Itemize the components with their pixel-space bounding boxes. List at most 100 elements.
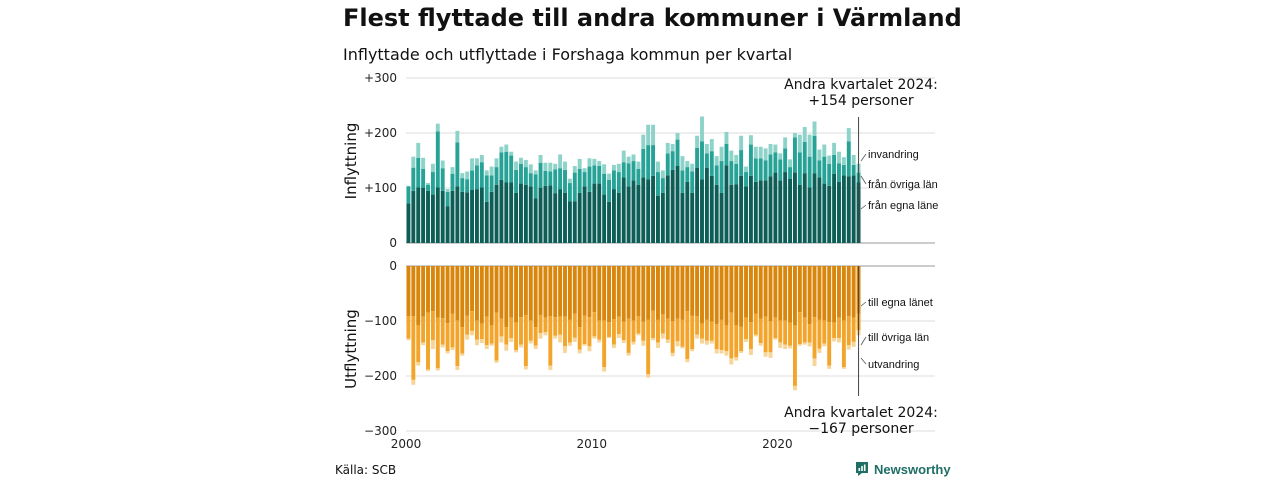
bar-in-invandring [572,166,577,173]
bar-out-ovriga [704,319,709,341]
bar-in-invandring [763,148,768,161]
bar-in-ovriga [744,172,748,187]
bar-in-invandring [729,150,734,162]
bar-out-egna [724,266,729,326]
bar-out-utvandring [489,343,494,346]
bar-in-invandring [563,161,567,170]
bar-out-egna [528,266,533,321]
bar-out-egna [621,266,626,322]
bar-out-utvandring [572,337,577,342]
bar-in-egna [792,172,797,243]
bar-out-ovriga [533,327,538,346]
bar-in-ovriga [514,169,519,193]
bar-out-egna [558,266,563,317]
bar-in-ovriga [670,151,675,170]
bar-out-utvandring [719,350,724,354]
bar-out-utvandring [435,368,440,371]
bar-in-ovriga [822,156,827,184]
bar-in-invandring [734,155,739,164]
bar-out-ovriga [788,322,793,346]
bar-out-utvandring [445,351,450,354]
bar-in-ovriga [616,172,621,193]
bar-out-ovriga [714,324,719,350]
bar-out-utvandring [724,351,729,356]
bar-out-utvandring [558,334,563,343]
bar-out-egna [739,266,744,327]
bar-out-ovriga [611,319,616,345]
bar-in-ovriga [631,161,636,181]
bar-in-ovriga [719,161,724,193]
bar-out-utvandring [430,340,435,350]
bar-in-egna [572,201,577,243]
bar-in-invandring [474,158,479,166]
bar-in-ovriga [709,151,714,176]
bar-in-egna [651,175,656,243]
bar-in-ovriga [827,163,832,186]
bar-out-egna [533,266,538,328]
bar-out-egna [499,266,504,319]
bar-out-egna [837,266,841,318]
bar-out-utvandring [474,339,479,346]
bar-out-egna [631,266,636,321]
label-fran-ovriga-lan-leader [860,175,867,185]
bar-in-invandring [499,146,504,153]
bar-in-ovriga [528,173,533,187]
bar-in-invandring [797,134,802,153]
bar-in-egna [783,172,788,243]
bar-in-egna [558,189,563,243]
bar-out-ovriga [597,320,602,340]
bar-in-egna [778,180,783,243]
bar-in-ovriga [533,174,538,199]
bar-out-egna [656,266,660,320]
bar-out-utvandring [802,342,807,345]
bar-in-invandring [704,144,709,154]
bar-out-ovriga [607,322,611,337]
bar-out-ovriga [450,313,455,348]
bar-in-egna [788,178,793,243]
bar-in-egna [465,192,470,243]
bar-in-egna [827,185,832,243]
bar-out-ovriga [792,325,797,386]
bar-in-invandring [421,157,426,169]
bar-in-ovriga [802,141,807,174]
bar-out-egna [802,266,807,318]
bar-in-ovriga [548,171,553,186]
y-axis-label-in: Inflyttning [342,123,360,200]
bar-in-ovriga [484,175,489,202]
bar-out-utvandring [455,366,460,370]
bar-in-egna [455,186,460,243]
bar-out-utvandring [680,346,685,349]
bar-out-utvandring [665,339,670,343]
bar-out-egna [783,266,788,321]
bar-out-utvandring [675,341,680,347]
bar-out-utvandring [440,344,445,348]
bar-out-ovriga [499,318,504,337]
bar-out-ovriga [700,323,704,339]
source-note: Källa: SCB [335,463,397,477]
bar-out-egna [748,266,753,323]
bar-out-utvandring [631,341,636,345]
bar-out-ovriga [851,317,856,342]
bar-in-ovriga [406,186,411,204]
bar-out-utvandring [641,340,646,346]
bar-in-ovriga [592,165,597,184]
bar-out-ovriga [695,316,700,335]
bar-out-ovriga [817,319,822,349]
bar-out-utvandring [690,349,695,352]
bar-in-egna [812,173,817,243]
bar-out-ovriga [406,316,411,339]
bar-out-utvandring [837,338,841,343]
bar-in-ovriga [440,168,445,191]
bar-out-ovriga [846,316,851,346]
bar-out-ovriga [587,317,592,347]
bar-in-ovriga [837,163,841,182]
bar-in-egna [523,184,528,243]
bar-out-egna [611,266,616,320]
bar-in-egna [416,187,421,243]
bar-out-egna [665,266,670,319]
bar-out-egna [450,266,455,314]
bar-in-invandring [509,151,514,156]
bar-in-egna [553,193,558,243]
bar-in-egna [724,165,729,243]
y-tick-label-out: −300 [364,424,397,438]
